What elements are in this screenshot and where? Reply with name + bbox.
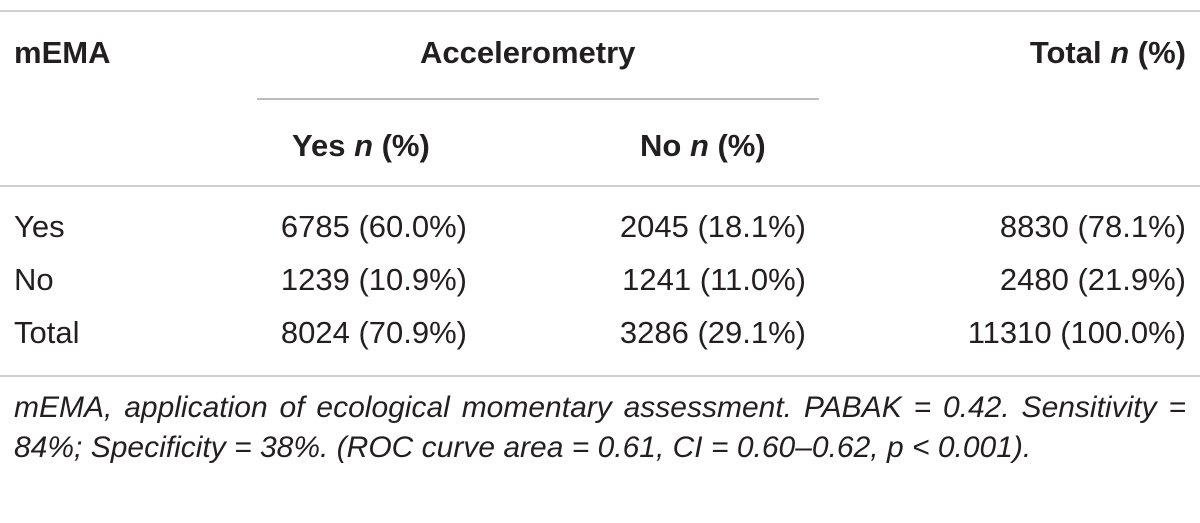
table-top-rule	[0, 10, 1200, 12]
cell-no: 2045 (18.1%)	[619, 209, 806, 244]
header-memas: mEMA	[14, 35, 111, 70]
header-accelerometry: Accelerometry	[420, 35, 636, 70]
cell-total: 11310 (100.0%)	[967, 315, 1186, 350]
cell-yes: 6785 (60.0%)	[280, 209, 467, 244]
accelerometry-span-rule	[257, 98, 819, 100]
row-label: Total	[14, 315, 80, 350]
cell-yes: 1239 (10.9%)	[280, 262, 467, 297]
header-no: No n (%)	[640, 128, 766, 163]
header-rule	[0, 185, 1200, 187]
table-footnote: mEMA, application of ecological momentar…	[14, 391, 1186, 464]
header-total: Total n (%)	[1029, 35, 1186, 70]
row-label: No	[14, 262, 54, 297]
cell-total: 2480 (21.9%)	[999, 262, 1186, 297]
cell-no: 3286 (29.1%)	[619, 315, 806, 350]
cell-no: 1241 (11.0%)	[622, 262, 806, 297]
row-label: Yes	[14, 209, 65, 244]
cell-total: 8830 (78.1%)	[999, 209, 1186, 244]
header-yes: Yes n (%)	[292, 128, 430, 163]
cell-yes: 8024 (70.9%)	[280, 315, 467, 350]
table-bottom-rule	[0, 375, 1200, 377]
